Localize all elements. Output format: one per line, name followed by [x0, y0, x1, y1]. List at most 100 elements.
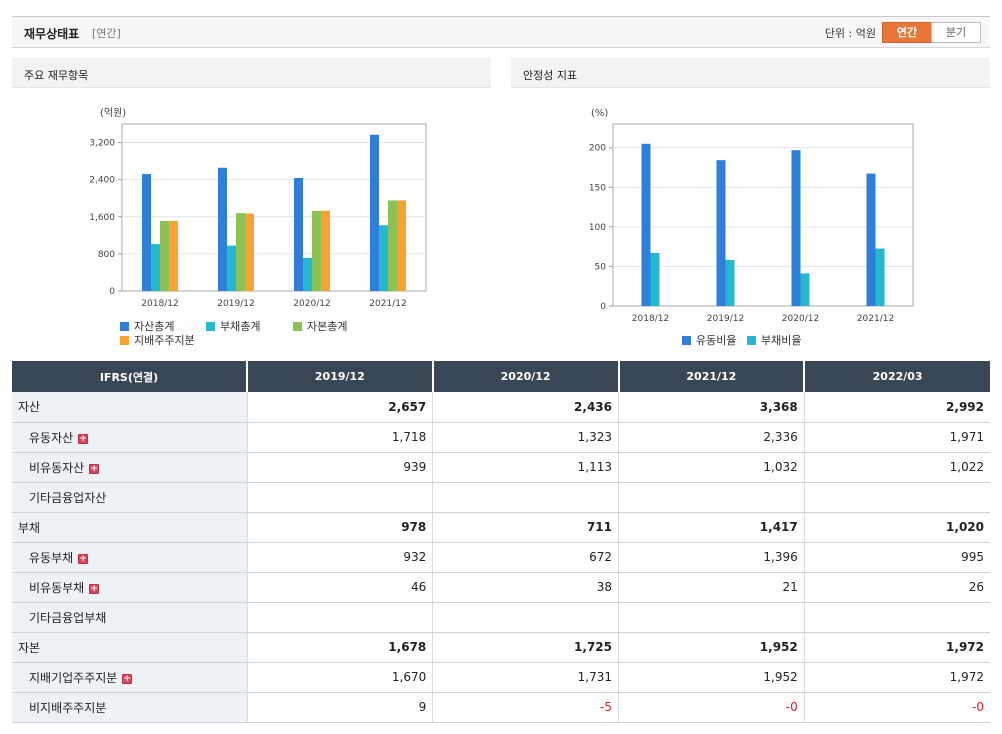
- key-items-bar-2021-12-s2: [388, 200, 397, 291]
- statement-title: 재무상태표: [24, 27, 80, 41]
- table-cell: -0: [803, 692, 990, 723]
- stability-bar-2020-12-s0: [791, 150, 801, 306]
- table-cell: [432, 482, 619, 513]
- annual-toggle-button[interactable]: 연간: [882, 22, 932, 43]
- table-cell: 26: [803, 572, 990, 603]
- stability-legend-swatch: [682, 336, 691, 345]
- stability-legend-item: 부채비율: [747, 332, 801, 348]
- stability-y-tick-label: 150: [589, 183, 606, 193]
- table-row: 비유동부채 +46 38 21 26: [12, 572, 990, 603]
- table-cell: 1,032: [618, 452, 805, 483]
- key-items-bar-2019-12-s2: [236, 213, 245, 291]
- column-header[interactable]: 2020/12: [431, 361, 619, 392]
- key-items-legend-swatch: [120, 336, 129, 345]
- key-items-legend-swatch: [120, 322, 129, 331]
- key-items-y-tick-label: 1,600: [89, 213, 115, 223]
- row-label: 기타금융업부채: [12, 602, 247, 633]
- column-header[interactable]: 2022/03: [803, 361, 990, 392]
- table-cell: [803, 482, 990, 513]
- table-cell: 1,972: [803, 662, 990, 693]
- table-cell: 1,670: [246, 662, 433, 693]
- table-cell: 2,436: [432, 392, 619, 423]
- stability-legend: 유동비율 부채비율: [511, 58, 990, 358]
- column-header[interactable]: 2019/12: [246, 361, 433, 392]
- table-row: 자산 2,657 2,436 3,368 2,992: [12, 392, 990, 423]
- stability-x-tick-label: 2021/12: [857, 314, 894, 324]
- stability-title: 안정성 지표: [523, 69, 578, 82]
- expand-plus-icon[interactable]: +: [89, 583, 100, 594]
- stability-x-tick-label: 2018/12: [632, 314, 669, 324]
- table-cell: [246, 602, 433, 633]
- key-items-x-tick-label: 2020/12: [293, 299, 330, 309]
- stability-legend-label: 부채비율: [761, 334, 802, 347]
- row-label: 지배기업주주지분 +: [12, 662, 247, 693]
- key-items-chart: (억원) 0 800 1,600 2,400 3,200 2018/12 2019/12 202…: [89, 107, 427, 309]
- key-items-bar-2021-12-s3: [397, 200, 406, 291]
- table-cell: -0: [618, 692, 805, 723]
- statement-header: 재무상태표 [연간] 단위 : 억원 연간 분기: [12, 16, 990, 48]
- expand-plus-icon[interactable]: +: [122, 673, 133, 684]
- key-items-y-tick-label: 2,400: [89, 176, 115, 186]
- table-header-row: IFRS(연결) 2019/12 2020/12 2021/12 2022/03: [12, 361, 990, 392]
- key-items-bar-2019-12-s3: [245, 213, 254, 291]
- row-label: 유동부채 +: [12, 542, 247, 573]
- key-items-y-tick-label: 3,200: [89, 139, 115, 149]
- table-cell: 1,020: [803, 512, 990, 543]
- row-label: 비지배주주지분: [12, 692, 247, 723]
- key-items-legend-label: 자산총계: [134, 320, 175, 333]
- table-cell: [618, 482, 805, 513]
- unit-label: 단위 : 억원: [824, 27, 876, 40]
- row-label: 비유동자산 +: [12, 452, 247, 483]
- table-cell: 9: [246, 692, 433, 723]
- expand-plus-icon[interactable]: +: [78, 553, 89, 564]
- stability-bar-2018-12-s0: [641, 143, 651, 306]
- column-header[interactable]: 2021/12: [617, 361, 805, 392]
- table-cell: 3,368: [618, 392, 805, 423]
- key-items-x-tick-label: 2021/12: [369, 299, 406, 309]
- key-items-bar-2018-12-s3: [169, 220, 178, 291]
- key-items-panel: 주요 재무항목 (억원) 0 800 1,600 2,400 3,200 2018/12 20…: [12, 58, 491, 358]
- stability-bar-2018-12-s1: [650, 252, 660, 306]
- key-items-legend-swatch: [293, 322, 302, 331]
- table-row: 지배기업주주지분 +1,670 1,731 1,952 1,972: [12, 662, 990, 693]
- table-cell: 939: [246, 452, 433, 483]
- key-items-header: 주요 재무항목: [12, 58, 491, 88]
- row-label: 비유동부채 +: [12, 572, 247, 603]
- statement-period: [연간]: [92, 27, 121, 40]
- expand-plus-icon[interactable]: +: [89, 463, 100, 474]
- table-cell: [432, 602, 619, 633]
- stability-header: 안정성 지표: [511, 58, 990, 88]
- stability-y-tick-label: 200: [589, 144, 606, 154]
- key-items-bar-2019-12-s1: [227, 245, 236, 291]
- table-cell: 2,336: [618, 422, 805, 453]
- key-items-bar-2020-12-s0: [294, 177, 303, 291]
- table-cell: 1,323: [432, 422, 619, 453]
- stability-legend-swatch: [747, 336, 756, 345]
- key-items-bar-2018-12-s0: [142, 174, 151, 291]
- key-items-bar-2019-12-s0: [218, 167, 227, 291]
- table-row: 유동부채 +932 672 1,396 995: [12, 542, 990, 573]
- expand-plus-icon[interactable]: +: [78, 433, 89, 444]
- stability-legend-label: 유동비율: [696, 334, 737, 347]
- stability-bar-2019-12-s0: [716, 160, 726, 306]
- key-items-bar-2018-12-s1: [151, 244, 160, 291]
- key-items-legend-item: 자산총계: [120, 318, 174, 334]
- key-items-bar-2020-12-s3: [321, 210, 330, 291]
- stability-legend-item: 유동비율: [682, 332, 736, 348]
- stability-y-tick-label: 0: [600, 302, 606, 312]
- row-label: 자산: [12, 392, 247, 423]
- key-items-y-tick-label: 0: [109, 287, 115, 297]
- stability-bar-2020-12-s1: [800, 273, 810, 306]
- table-cell: 1,952: [618, 632, 805, 663]
- quarter-toggle-button[interactable]: 분기: [931, 22, 981, 43]
- table-cell: [618, 602, 805, 633]
- table-cell: 1,952: [618, 662, 805, 693]
- table-row: 기타금융업부채: [12, 602, 990, 633]
- key-items-legend-item: 자본총계: [293, 318, 347, 334]
- table-row: 기타금융업자산: [12, 482, 990, 513]
- key-items-y-axis-label: (억원): [100, 107, 126, 119]
- table-row: 부채 978 711 1,417 1,020: [12, 512, 990, 543]
- table-row: 유동자산 +1,718 1,323 2,336 1,971: [12, 422, 990, 453]
- table-cell: 1,971: [803, 422, 990, 453]
- table-cell: [803, 602, 990, 633]
